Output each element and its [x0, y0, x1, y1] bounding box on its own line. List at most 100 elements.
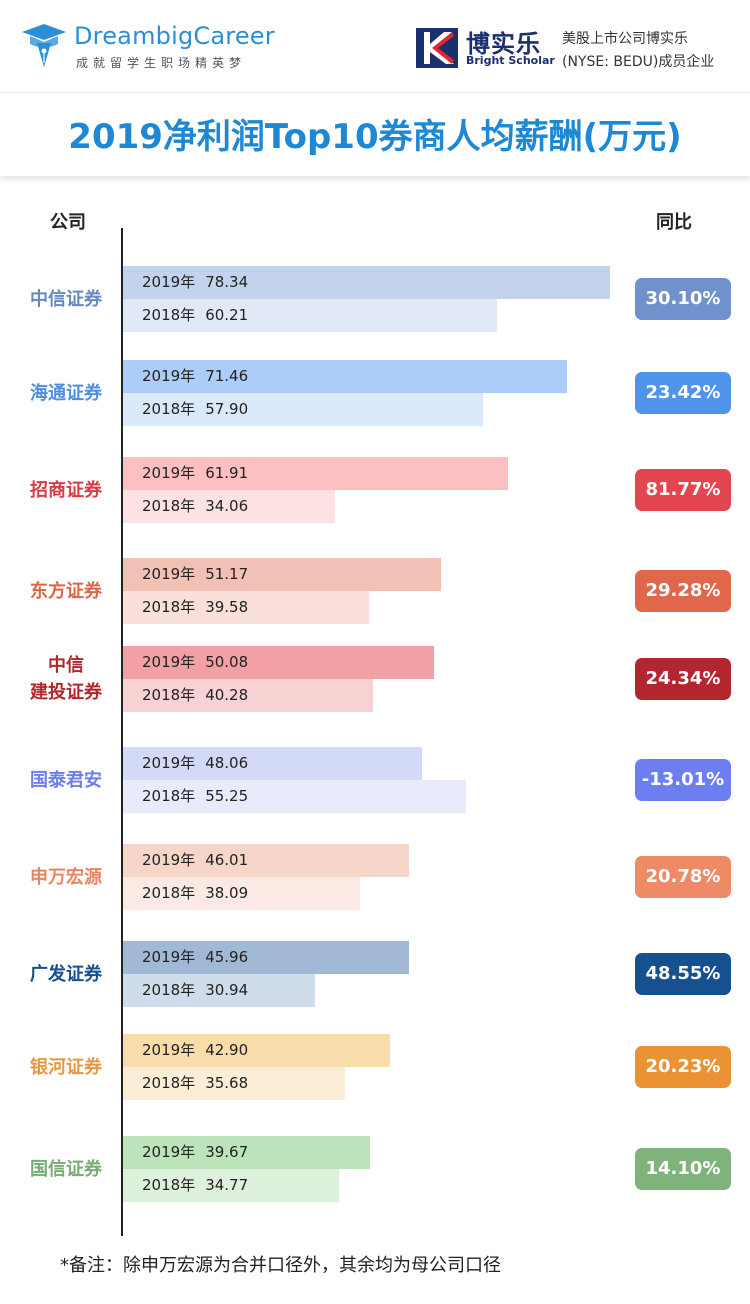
brand-right-cn: 博实乐 — [466, 30, 541, 58]
bar-2018: 2018年 57.90 — [123, 393, 483, 426]
footnote: *备注：除申万宏源为合并口径外，其余均为母公司口径 — [60, 1255, 501, 1276]
brand-left-slogan: 成就留学生职场精英梦 — [76, 56, 247, 70]
company-label-line: 中信证券 — [30, 288, 102, 310]
bar-data-label: 2019年 48.06 — [142, 747, 258, 780]
yoy-badge: 24.34% — [635, 658, 731, 700]
bar-year-label: 2018年 — [142, 884, 196, 902]
bar-2018: 2018年 38.09 — [123, 877, 360, 910]
bar-year-label: 2018年 — [142, 686, 196, 704]
bar-data-label: 2019年 39.67 — [142, 1136, 258, 1169]
bar-2018: 2018年 35.68 — [123, 1067, 345, 1100]
bar-year-label: 2019年 — [142, 754, 196, 772]
company-label: 广发证券 — [8, 961, 124, 988]
bar-year-label: 2019年 — [142, 464, 196, 482]
bar-data-label: 2019年 51.17 — [142, 558, 258, 591]
bar-2019: 2019年 71.46 — [123, 360, 568, 393]
chart-title: 2019净利润Top10券商人均薪酬(万元) — [68, 117, 682, 157]
yoy-badge: 30.10% — [635, 278, 731, 320]
bar-value-label: 46.01 — [205, 851, 249, 869]
bar-value-label: 39.67 — [205, 1143, 249, 1161]
company-label-line: 招商证券 — [30, 479, 102, 501]
bar-2018: 2018年 40.28 — [123, 679, 374, 712]
y-axis-line — [121, 228, 123, 1236]
company-label-line: 建投证券 — [30, 682, 102, 703]
bar-year-label: 2019年 — [142, 851, 196, 869]
bar-data-label: 2019年 46.01 — [142, 844, 258, 877]
bar-2019: 2019年 51.17 — [123, 558, 442, 591]
title-band: 2019净利润Top10券商人均薪酬(万元) — [0, 92, 750, 176]
bar-data-label: 2018年 60.21 — [142, 299, 258, 332]
bar-2018: 2018年 30.94 — [123, 974, 316, 1007]
brand-right-en: Bright Scholar — [466, 54, 555, 67]
bar-value-label: 48.06 — [205, 754, 249, 772]
yoy-badge: 20.23% — [635, 1046, 731, 1088]
bar-value-label: 55.25 — [205, 787, 249, 805]
graduation-cap-pen-icon — [22, 24, 66, 67]
bar-2018: 2018年 55.25 — [123, 780, 467, 813]
bar-data-label: 2018年 55.25 — [142, 780, 258, 813]
bar-year-label: 2018年 — [142, 1074, 196, 1092]
bar-value-label: 40.28 — [205, 686, 249, 704]
yoy-column-header: 同比 — [656, 212, 692, 233]
bar-data-label: 2019年 50.08 — [142, 646, 258, 679]
yoy-badge: -13.01% — [635, 759, 731, 801]
yoy-badge: 29.28% — [635, 570, 731, 612]
company-label: 申万宏源 — [8, 864, 124, 891]
yoy-badge: 23.42% — [635, 372, 731, 414]
bar-data-label: 2019年 45.96 — [142, 941, 258, 974]
bar-data-label: 2018年 30.94 — [142, 974, 258, 1007]
bar-value-label: 78.34 — [205, 273, 249, 291]
company-label-line: 银河证券 — [30, 1056, 102, 1078]
brand-right-desc-line1: 美股上市公司博实乐 — [562, 31, 688, 47]
company-label-line: 国泰君安 — [30, 769, 102, 791]
bar-2019: 2019年 48.06 — [123, 747, 422, 780]
company-label-line: 国信证券 — [30, 1158, 102, 1180]
bar-2019: 2019年 78.34 — [123, 266, 610, 299]
bar-2018: 2018年 34.06 — [123, 490, 335, 523]
bar-data-label: 2019年 78.34 — [142, 266, 258, 299]
bar-year-label: 2019年 — [142, 653, 196, 671]
bar-year-label: 2019年 — [142, 948, 196, 966]
yoy-badge: 81.77% — [635, 469, 731, 511]
bar-year-label: 2018年 — [142, 497, 196, 515]
bar-year-label: 2019年 — [142, 367, 196, 385]
bar-data-label: 2019年 61.91 — [142, 457, 258, 490]
bar-2019: 2019年 50.08 — [123, 646, 435, 679]
company-label: 东方证券 — [8, 578, 124, 605]
bar-data-label: 2018年 38.09 — [142, 877, 258, 910]
bar-year-label: 2018年 — [142, 598, 196, 616]
header: DreambigCareer 成就留学生职场精英梦 博实乐 Bright Sch… — [0, 0, 750, 92]
bar-value-label: 61.91 — [205, 464, 249, 482]
company-label-line: 广发证券 — [30, 963, 102, 985]
bar-data-label: 2018年 34.77 — [142, 1169, 258, 1202]
bar-year-label: 2019年 — [142, 273, 196, 291]
company-label-line: 东方证券 — [30, 580, 102, 602]
bar-value-label: 42.90 — [205, 1041, 249, 1059]
bar-year-label: 2018年 — [142, 981, 196, 999]
bar-value-label: 38.09 — [205, 884, 249, 902]
bar-value-label: 34.77 — [205, 1176, 249, 1194]
bar-year-label: 2018年 — [142, 306, 196, 324]
bar-data-label: 2019年 42.90 — [142, 1034, 258, 1067]
bar-year-label: 2019年 — [142, 1143, 196, 1161]
bar-data-label: 2018年 34.06 — [142, 490, 258, 523]
bar-value-label: 30.94 — [205, 981, 249, 999]
bar-value-label: 71.46 — [205, 367, 249, 385]
bar-value-label: 57.90 — [205, 400, 249, 418]
bar-value-label: 50.08 — [205, 653, 249, 671]
bar-2018: 2018年 34.77 — [123, 1169, 340, 1202]
yoy-badge: 48.55% — [635, 953, 731, 995]
yoy-badge: 20.78% — [635, 856, 731, 898]
bar-data-label: 2018年 35.68 — [142, 1067, 258, 1100]
bar-data-label: 2018年 57.90 — [142, 393, 258, 426]
bar-2018: 2018年 60.21 — [123, 299, 498, 332]
bar-year-label: 2019年 — [142, 565, 196, 583]
company-column-header: 公司 — [50, 212, 86, 233]
bar-value-label: 51.17 — [205, 565, 249, 583]
company-label-line: 海通证券 — [30, 382, 102, 404]
bar-2019: 2019年 45.96 — [123, 941, 409, 974]
bar-data-label: 2018年 39.58 — [142, 591, 258, 624]
company-label: 国泰君安 — [8, 767, 124, 794]
bar-data-label: 2018年 40.28 — [142, 679, 258, 712]
company-label: 中信 建投证券 — [8, 652, 124, 706]
